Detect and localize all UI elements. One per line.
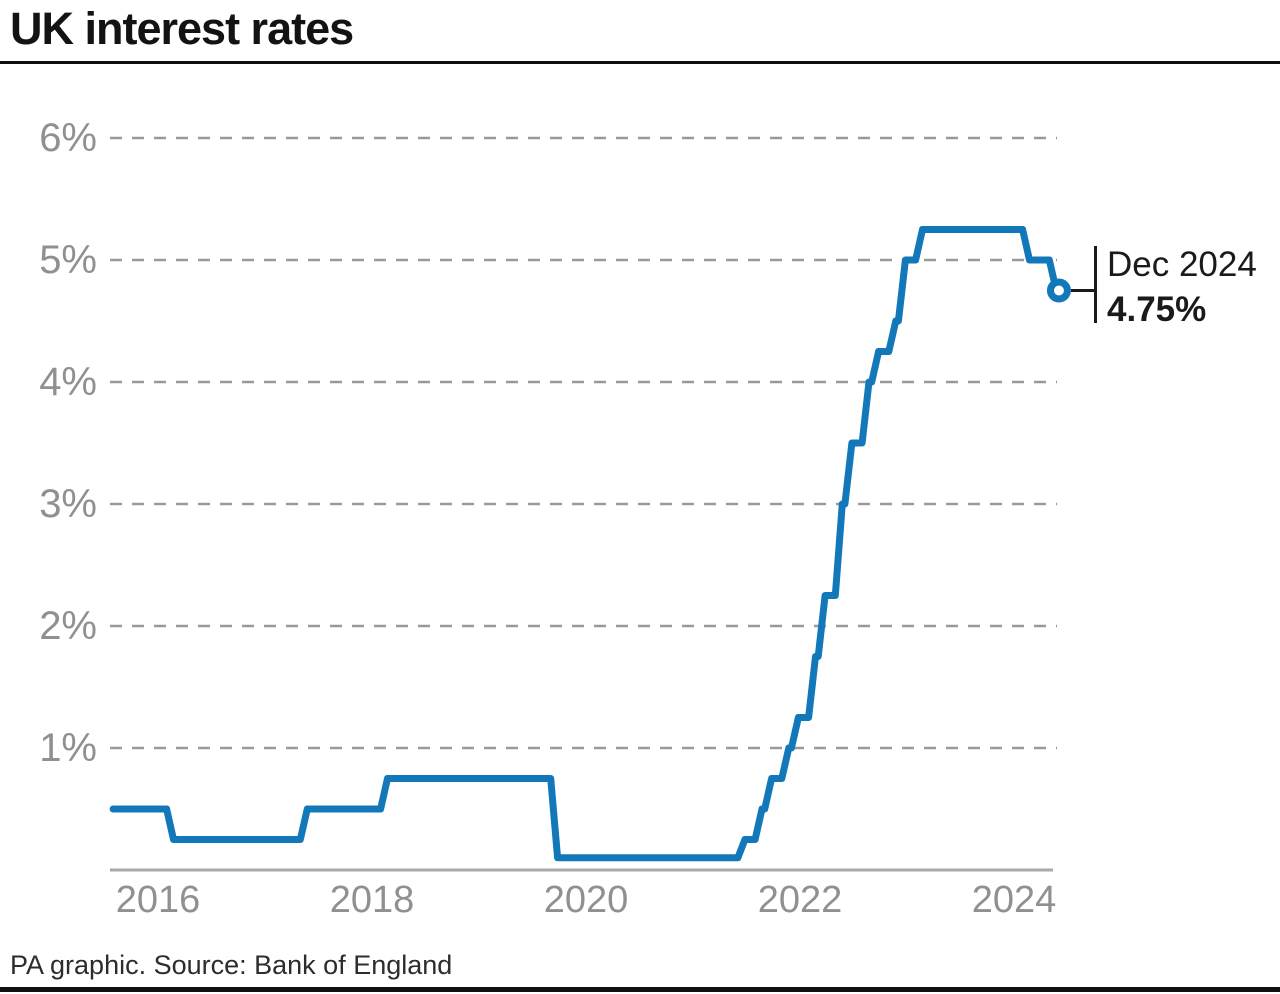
annotation-value: 4.75% <box>1107 290 1207 329</box>
title-rule <box>0 61 1280 64</box>
y-tick-label-3: 3% <box>39 482 97 526</box>
end-marker <box>1046 278 1071 303</box>
end-annotation: Dec 2024 4.75% <box>1107 242 1257 332</box>
x-tick-label-2018: 2018 <box>330 879 415 921</box>
y-tick-label-6: 6% <box>39 116 97 160</box>
rate-line <box>109 226 1063 862</box>
x-tick-label-2020: 2020 <box>544 879 629 921</box>
bottom-bar <box>0 987 1280 992</box>
y-tick-label-1: 1% <box>39 726 97 770</box>
annotation-rule <box>1094 246 1097 323</box>
x-tick-label-2022: 2022 <box>758 879 843 921</box>
x-tick-label-2024: 2024 <box>972 879 1057 921</box>
x-tick-label-2016: 2016 <box>116 879 201 921</box>
y-tick-label-5: 5% <box>39 238 97 282</box>
annotation-connector <box>1071 289 1095 292</box>
y-tick-label-4: 4% <box>39 360 97 404</box>
y-tick-label-2: 2% <box>39 604 97 648</box>
annotation-date: Dec 2024 <box>1107 245 1257 284</box>
source-credit: PA graphic. Source: Bank of England <box>10 950 453 980</box>
chart-title: UK interest rates <box>10 3 354 54</box>
